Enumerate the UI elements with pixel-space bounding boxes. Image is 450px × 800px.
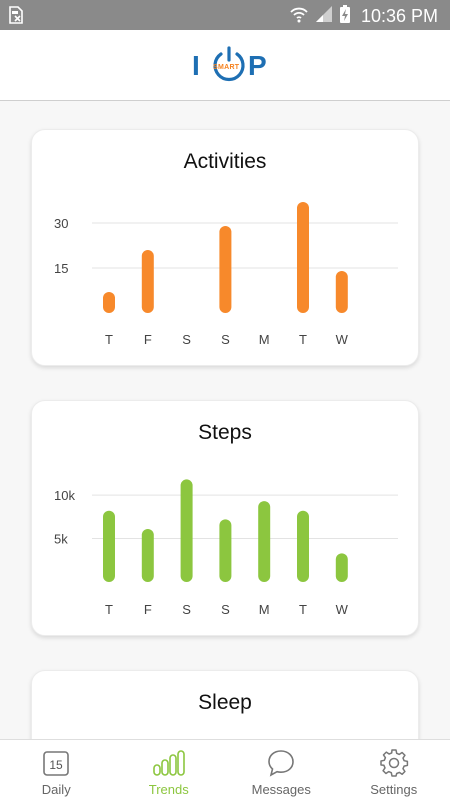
card-title: Steps bbox=[198, 421, 252, 444]
x-tick-label: F bbox=[144, 602, 152, 617]
logo-letter-p: P bbox=[248, 50, 267, 81]
y-tick-label: 5k bbox=[54, 532, 68, 547]
calendar-badge: 15 bbox=[50, 758, 64, 772]
app-logo: I SMART P bbox=[190, 42, 270, 88]
chart-bar bbox=[297, 202, 309, 313]
chart-bar bbox=[219, 226, 232, 313]
y-tick-label: 30 bbox=[54, 216, 68, 231]
chart-bar bbox=[103, 510, 115, 582]
nav-label: Daily bbox=[41, 782, 71, 797]
chart-bar bbox=[141, 250, 154, 313]
logo-letter-i: I bbox=[192, 50, 200, 81]
x-tick-label: S bbox=[182, 602, 191, 617]
bar-chart-icon bbox=[152, 746, 186, 780]
x-tick-label: T bbox=[105, 602, 113, 617]
bottom-nav: 15 Daily Trends Messages bbox=[0, 739, 450, 800]
calendar-icon: 15 bbox=[42, 746, 70, 780]
chart-bar bbox=[258, 501, 271, 582]
card-title: Activities bbox=[183, 150, 267, 173]
nav-label: Settings bbox=[370, 782, 418, 797]
chart-bar bbox=[219, 519, 232, 582]
status-time: 10:36 PM bbox=[360, 6, 438, 26]
y-tick-label: 10k bbox=[54, 488, 75, 503]
chart-bar bbox=[103, 292, 115, 313]
activities-card[interactable]: Activities 15 30 T F S S M T W bbox=[31, 129, 419, 366]
x-tick-label: M bbox=[259, 332, 270, 347]
card-title: Sleep bbox=[198, 691, 252, 714]
y-tick-label: 15 bbox=[54, 261, 68, 276]
nav-item-daily[interactable]: 15 Daily bbox=[0, 740, 113, 800]
x-tick-label: S bbox=[221, 332, 230, 347]
battery-charging-icon bbox=[339, 4, 351, 29]
x-tick-label: T bbox=[299, 332, 307, 347]
nav-item-trends[interactable]: Trends bbox=[113, 740, 226, 800]
chat-bubble-icon bbox=[266, 746, 296, 780]
nav-item-settings[interactable]: Settings bbox=[338, 740, 450, 800]
x-tick-label: F bbox=[144, 332, 152, 347]
x-tick-label: T bbox=[299, 602, 307, 617]
signal-icon bbox=[315, 5, 333, 28]
status-bar: 10:36 PM bbox=[0, 0, 450, 30]
nav-item-messages[interactable]: Messages bbox=[225, 740, 338, 800]
nav-label: Messages bbox=[251, 782, 311, 797]
x-tick-label: W bbox=[336, 332, 349, 347]
x-tick-label: S bbox=[182, 332, 191, 347]
steps-card[interactable]: Steps 5k 10k T F S S M T W bbox=[31, 400, 419, 636]
x-tick-label: W bbox=[336, 602, 349, 617]
x-tick-label: M bbox=[259, 602, 270, 617]
x-tick-label: S bbox=[221, 602, 230, 617]
logo-badge: SMART bbox=[213, 64, 240, 71]
sim-card-x-icon bbox=[8, 6, 24, 29]
gear-icon bbox=[379, 746, 409, 780]
power-icon bbox=[213, 46, 245, 82]
chart-bar bbox=[297, 510, 309, 582]
x-tick-label: T bbox=[105, 332, 113, 347]
activities-chart: 15 30 T F S S M T W bbox=[54, 202, 398, 347]
wifi-icon bbox=[289, 5, 309, 28]
chart-bar bbox=[335, 271, 348, 313]
chart-bar bbox=[180, 479, 193, 582]
nav-label: Trends bbox=[148, 782, 189, 797]
chart-bar bbox=[335, 553, 348, 582]
steps-chart: 5k 10k T F S S M T W bbox=[54, 479, 398, 617]
app-header: I SMART P bbox=[0, 30, 450, 101]
chart-bar bbox=[141, 528, 154, 582]
